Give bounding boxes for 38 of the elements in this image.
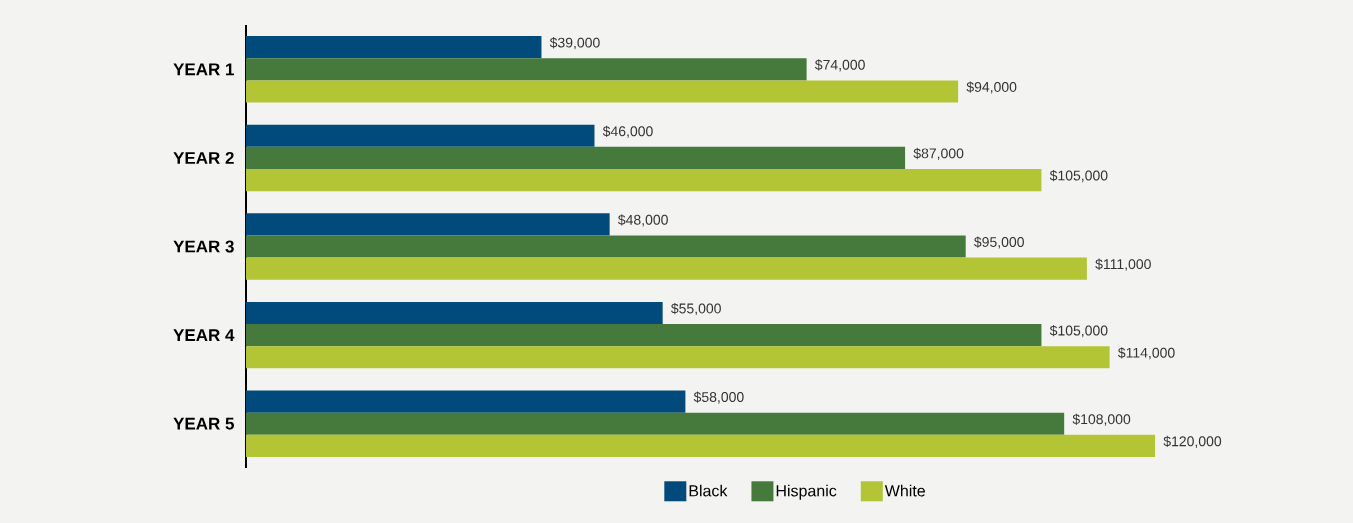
bar (246, 257, 1087, 280)
bar (246, 124, 595, 147)
data-label: $108,000 (1072, 413, 1131, 426)
bar (246, 36, 542, 59)
legend-label: Black (689, 484, 728, 497)
bar (246, 168, 1042, 192)
data-label: $48,000 (617, 214, 668, 227)
data-label: $46,000 (602, 125, 653, 138)
y-tick-label: YEAR 5 (173, 417, 234, 430)
bar (246, 412, 1065, 435)
data-label: $74,000 (814, 59, 865, 72)
bar (246, 58, 807, 81)
data-label: $105,000 (1049, 169, 1108, 183)
bar (246, 390, 686, 413)
y-tick-label: YEAR 3 (173, 240, 234, 253)
data-label: $87,000 (913, 147, 964, 160)
bar (246, 434, 1156, 457)
bar (246, 324, 1042, 347)
y-tick-label: YEAR 2 (173, 151, 234, 164)
data-label: $39,000 (549, 37, 600, 50)
data-label: $95,000 (974, 236, 1024, 249)
bar (246, 346, 1110, 369)
data-label: $120,000 (1163, 435, 1222, 448)
legend-label: White (884, 484, 925, 497)
y-tick-label: YEAR 1 (173, 63, 234, 76)
data-label: $94,000 (966, 81, 1017, 94)
legend-label: Hispanic (776, 484, 837, 500)
data-label: $55,000 (671, 302, 721, 316)
bar (246, 235, 966, 258)
bar (246, 301, 663, 325)
data-label: $111,000 (1095, 258, 1151, 271)
bar (246, 80, 959, 103)
data-label: $58,000 (693, 391, 744, 404)
bar (246, 146, 906, 169)
data-label: $105,000 (1049, 325, 1108, 338)
y-tick-label: YEAR 4 (173, 329, 235, 341)
bar (246, 213, 610, 236)
data-label: $114,000 (1117, 347, 1175, 360)
